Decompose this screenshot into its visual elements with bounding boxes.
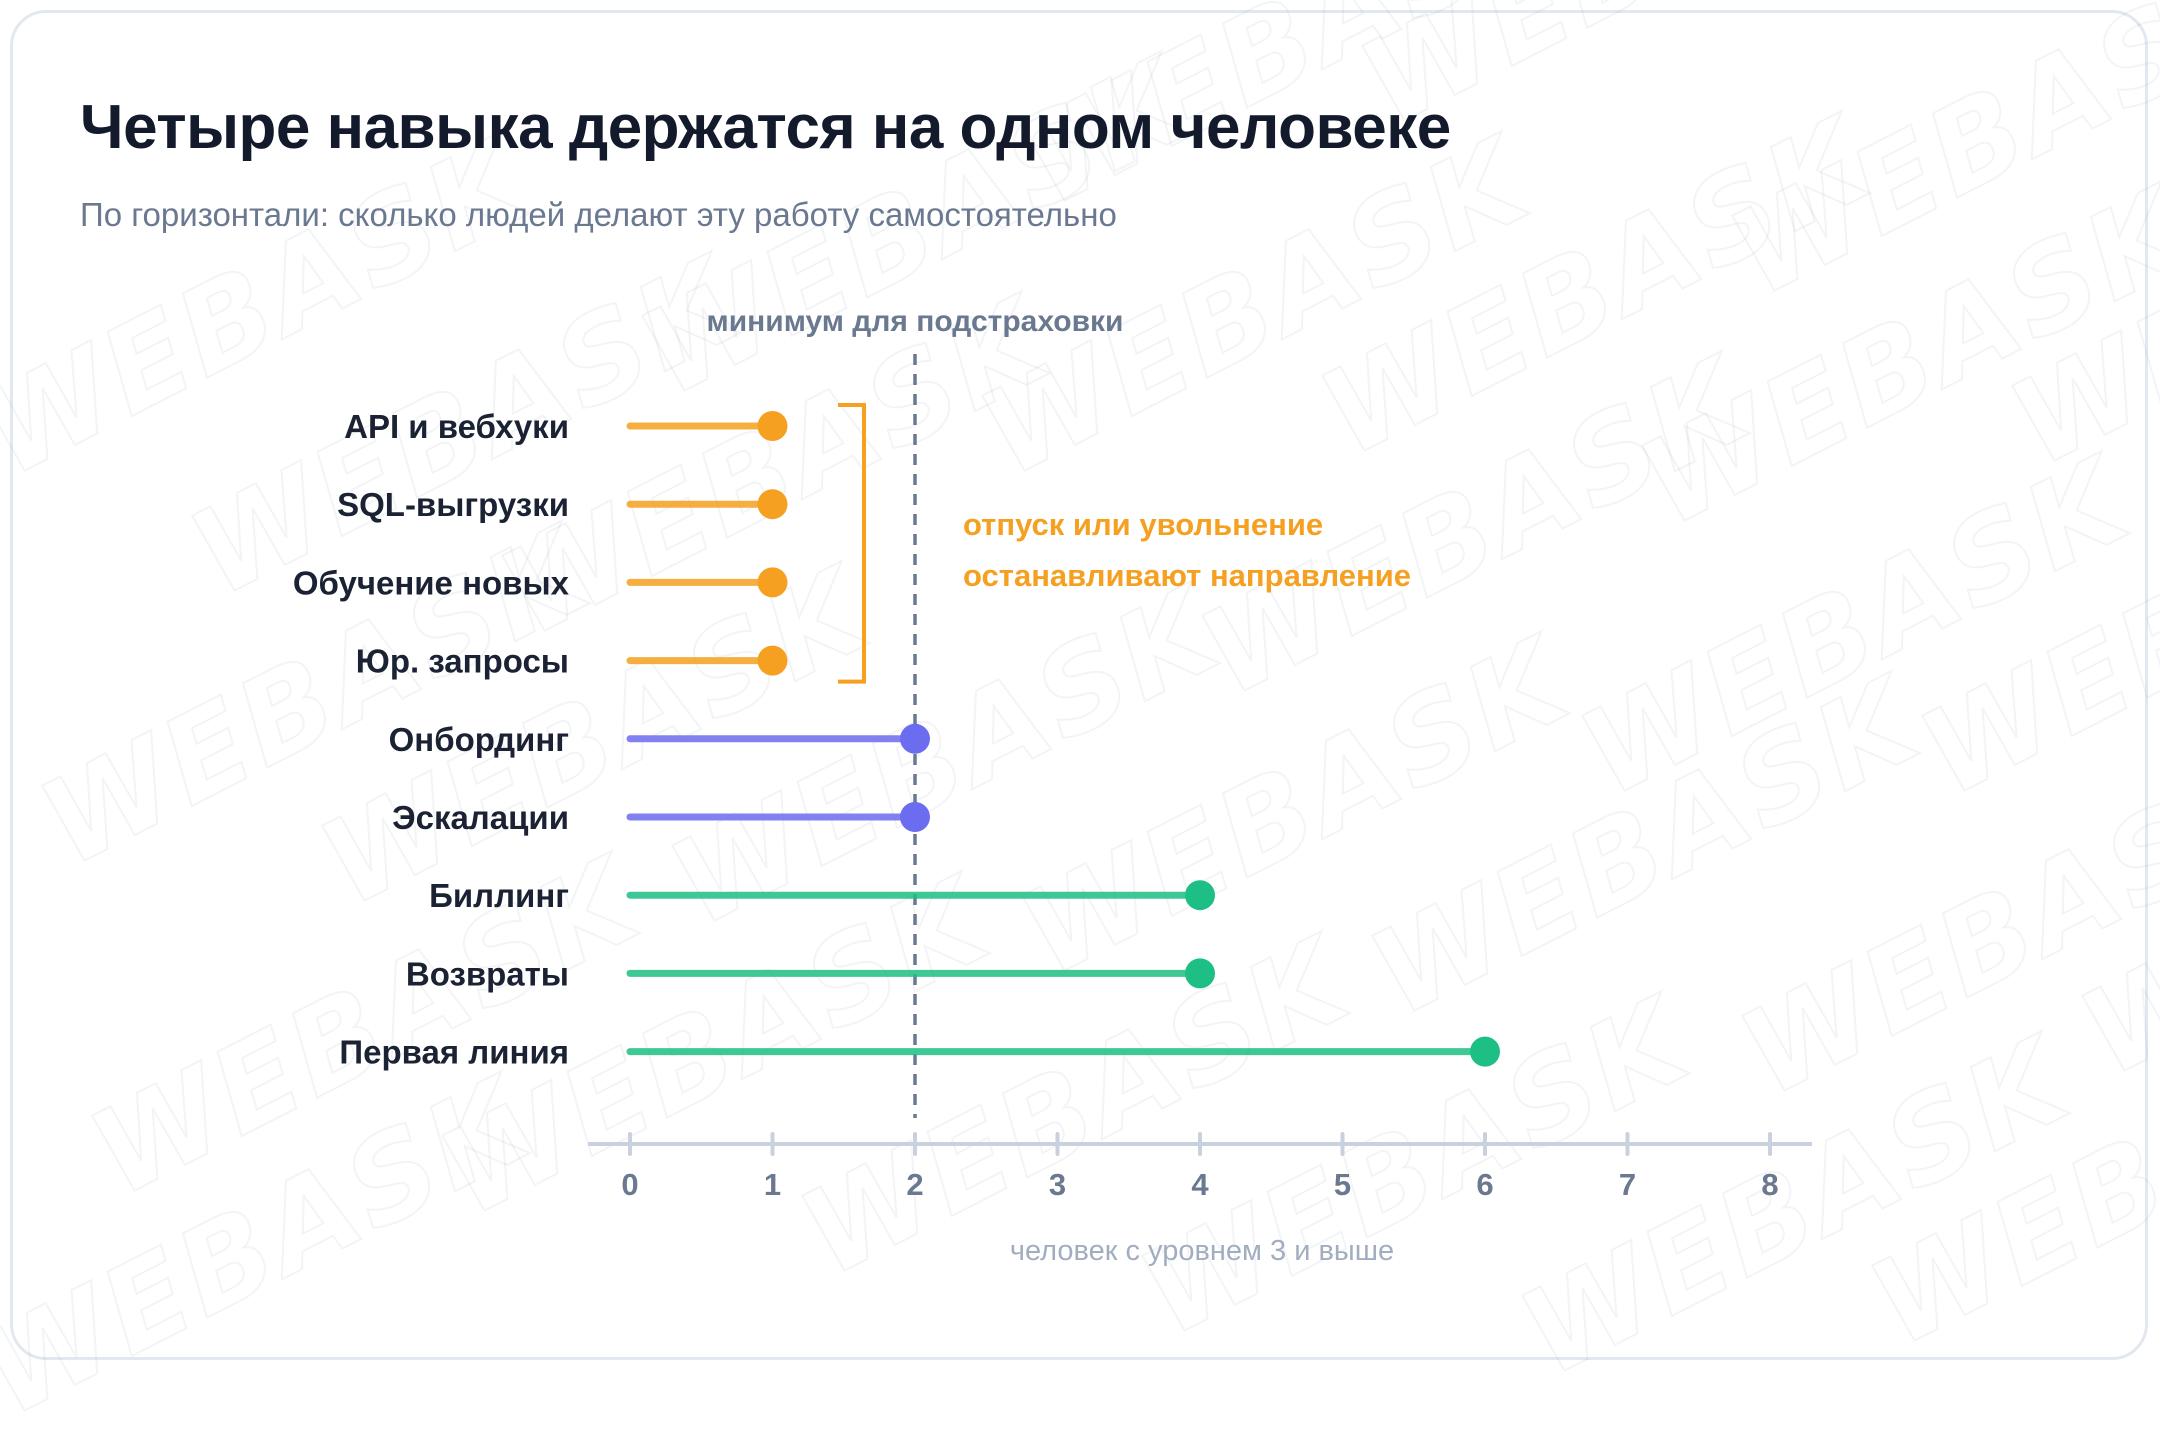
lollipop-dot bbox=[900, 802, 930, 832]
lollipop-dot bbox=[1185, 958, 1215, 989]
category-label: Первая линия bbox=[339, 1034, 569, 1071]
category-label: Возвраты bbox=[406, 955, 569, 992]
risk-group-bracket bbox=[838, 403, 866, 684]
category-label: Юр. запросы bbox=[356, 643, 569, 680]
category-label: Эскалации bbox=[392, 799, 569, 836]
x-tick-label: 3 bbox=[1049, 1167, 1066, 1202]
x-axis-title: человек с уровнем 3 и выше bbox=[1010, 1235, 1394, 1267]
x-tick-label: 2 bbox=[906, 1167, 923, 1202]
risk-note-line: отпуск или увольнение bbox=[963, 507, 1323, 542]
chart-subtitle: По горизонтали: сколько людей делают эту… bbox=[80, 196, 1117, 233]
x-tick-label: 1 bbox=[764, 1167, 781, 1202]
x-tick-label: 5 bbox=[1334, 1167, 1351, 1202]
risk-note-line: останавливают направление bbox=[963, 558, 1411, 593]
category-label: Обучение новых bbox=[293, 564, 570, 601]
lollipop-chart: 0 1 2 3 4 5 6 7 8 человек с уровнем 3 и выше миним… bbox=[293, 305, 1812, 1267]
lollipop-dot bbox=[757, 411, 788, 441]
chart-title: Четыре навыка держатся на одном человеке bbox=[80, 93, 1451, 162]
category-label: API и вебхуки bbox=[344, 408, 569, 445]
x-tick-label: 7 bbox=[1619, 1167, 1636, 1202]
x-tick-label: 8 bbox=[1761, 1167, 1778, 1202]
lollipop-dot bbox=[757, 489, 788, 520]
lollipop-dot bbox=[900, 723, 930, 754]
x-tick-label: 6 bbox=[1476, 1167, 1493, 1202]
category-label: SQL-выгрузки bbox=[337, 486, 569, 523]
lollipop-dot bbox=[757, 567, 788, 598]
x-tick-label: 0 bbox=[621, 1167, 638, 1202]
lollipop-dot bbox=[757, 645, 788, 676]
chart-card bbox=[10, 10, 2148, 1360]
category-label: Биллинг bbox=[429, 877, 569, 914]
lollipop-dot bbox=[1185, 880, 1215, 911]
x-tick-label: 4 bbox=[1191, 1167, 1209, 1202]
lollipop-dot bbox=[1470, 1036, 1500, 1067]
reference-line-label: минимум для подстраховки bbox=[707, 305, 1124, 338]
category-label: Онбординг bbox=[389, 721, 569, 758]
